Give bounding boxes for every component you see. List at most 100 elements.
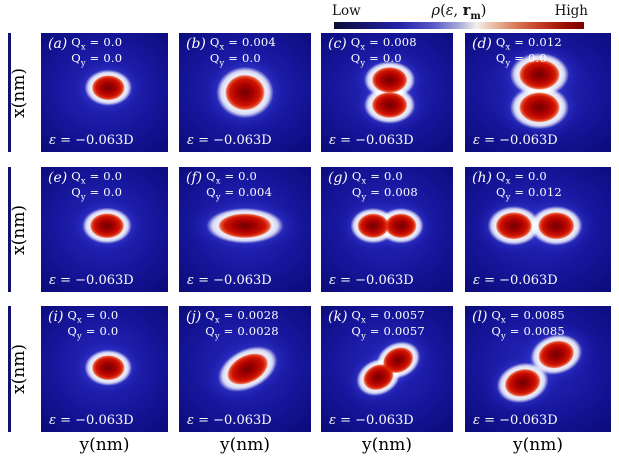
panel-header-k: (k) Qx = 0.0057 Qy = 0.0057 <box>328 308 425 341</box>
panel-letter: (a) <box>48 36 68 52</box>
density-heatmap <box>179 194 311 257</box>
q-values: Qx = 0.008 Qy = 0.0 <box>350 35 417 68</box>
epsilon-symbol: ε <box>445 3 454 19</box>
epsilon-value: ε = −0.063D <box>473 273 558 288</box>
panel-letter: (l) <box>472 309 488 325</box>
density-lobe <box>537 211 575 240</box>
q-line-x: Qx = 0.0028 <box>205 308 279 325</box>
q-values: Qx = 0.0057 Qy = 0.0057 <box>351 308 425 341</box>
epsilon-value: ε = −0.063D <box>329 413 414 428</box>
density-heatmap <box>468 191 602 260</box>
q-values: Qx = 0.0028 Qy = 0.0028 <box>205 308 279 341</box>
colorbar-gradient <box>334 22 584 29</box>
density-lobe <box>371 91 408 119</box>
heatmap-panel-h: (h) Qx = 0.0 Qy = 0.012 ε = −0.063D <box>465 167 611 292</box>
q-values: Qx = 0.0 Qy = 0.0 <box>71 169 123 202</box>
heatmap-panel-i: (i) Qx = 0.0 Qy = 0.0 ε = −0.063D <box>41 306 168 432</box>
heatmap-panel-k: (k) Qx = 0.0057 Qy = 0.0057 ε = −0.063D <box>321 306 453 432</box>
density-lobe <box>382 347 414 374</box>
panel-letter: (h) <box>472 170 492 186</box>
heatmap-panel-g: (g) Qx = 0.0 Qy = 0.008 ε = −0.063D <box>321 167 453 292</box>
panel-header-l: (l) Qx = 0.0085 Qy = 0.0085 <box>472 308 565 341</box>
x-axis-label-col-4: y(nm) <box>513 435 563 455</box>
figure-crop-edge <box>8 167 11 292</box>
q-line-y: Qy = 0.0028 <box>205 324 279 341</box>
q-line-x: Qx = 0.0 <box>206 169 258 186</box>
colorbar-title: ρ(ε, rm) <box>431 2 487 22</box>
density-lobe <box>226 353 269 385</box>
epsilon-value: ε = −0.063D <box>329 273 414 288</box>
density-lobe <box>91 355 125 381</box>
panel-header-i: (i) Qx = 0.0 Qy = 0.0 <box>48 308 119 341</box>
panel-letter: (g) <box>328 170 348 186</box>
figure-crop-edge <box>8 306 11 432</box>
density-lobe <box>504 368 541 398</box>
q-values: Qx = 0.012 Qy = 0.0 <box>495 35 562 68</box>
epsilon-value: ε = −0.063D <box>329 133 414 148</box>
q-values: Qx = 0.0 Qy = 0.0 <box>71 35 123 68</box>
density-heatmap <box>477 319 602 418</box>
heatmap-panel-l: (l) Qx = 0.0085 Qy = 0.0085 ε = −0.063D <box>465 306 611 432</box>
panel-header-j: (j) Qx = 0.0028 Qy = 0.0028 <box>186 308 279 341</box>
panel-header-f: (f) Qx = 0.0 Qy = 0.004 <box>186 169 272 202</box>
q-values: Qx = 0.0 Qy = 0.012 <box>496 169 562 202</box>
panel-letter: (k) <box>328 309 348 325</box>
density-lobe <box>384 213 417 239</box>
q-line-y: Qy = 0.0 <box>71 185 123 202</box>
q-line-x: Qx = 0.0 <box>351 169 403 186</box>
panel-letter: (d) <box>472 36 492 52</box>
epsilon-value: ε = −0.063D <box>49 133 134 148</box>
q-line-x: Qx = 0.0085 <box>491 308 565 325</box>
q-line-y: Qy = 0.0 <box>209 51 261 68</box>
density-lobe <box>224 74 266 111</box>
colorbar: Low ρ(ε, rm) High <box>332 2 588 29</box>
q-values: Qx = 0.0 Qy = 0.008 <box>351 169 418 202</box>
panel-letter: (i) <box>48 309 64 325</box>
heatmap-panel-j: (j) Qx = 0.0028 Qy = 0.0028 ε = −0.063D <box>179 306 311 432</box>
panel-letter: (e) <box>48 170 68 186</box>
rho-symbol: ρ <box>431 3 441 19</box>
q-line-x: Qx = 0.008 <box>350 35 417 52</box>
heatmap-panel-e: (e) Qx = 0.0 Qy = 0.0 ε = −0.063D <box>41 167 168 292</box>
density-heatmap <box>340 327 437 410</box>
q-line-y: Qy = 0.0 <box>67 324 119 341</box>
q-line-x: Qx = 0.012 <box>495 35 562 52</box>
density-lobe <box>91 75 125 101</box>
q-line-x: Qx = 0.0 <box>67 308 119 325</box>
q-line-y: Qy = 0.0085 <box>491 324 565 341</box>
density-heatmap <box>333 194 441 257</box>
colorbar-high-label: High <box>554 3 588 19</box>
density-lobe <box>89 213 125 239</box>
density-lobe <box>518 59 561 90</box>
epsilon-value: ε = −0.063D <box>49 273 134 288</box>
density-heatmap <box>195 47 295 138</box>
density-heatmap <box>196 329 299 409</box>
panel-header-e: (e) Qx = 0.0 Qy = 0.0 <box>48 169 123 202</box>
x-axis-label-col-2: y(nm) <box>220 435 270 455</box>
q-values: Qx = 0.0085 Qy = 0.0085 <box>491 308 565 341</box>
density-heatmap <box>64 194 150 258</box>
density-lobe <box>371 66 408 94</box>
panel-letter: (b) <box>186 36 206 52</box>
q-values: Qx = 0.0 Qy = 0.004 <box>206 169 272 202</box>
q-line-x: Qx = 0.004 <box>209 35 276 52</box>
density-heatmap <box>345 47 435 138</box>
panel-header-h: (h) Qx = 0.0 Qy = 0.012 <box>472 169 562 202</box>
panel-letter: (f) <box>186 170 203 186</box>
q-line-y: Qy = 0.0 <box>71 51 123 68</box>
density-lobe <box>495 211 533 240</box>
heatmap-panel-d: (d) Qx = 0.012 Qy = 0.0 ε = −0.063D <box>465 33 611 152</box>
density-lobe <box>363 364 394 391</box>
heatmap-panel-f: (f) Qx = 0.0 Qy = 0.004 ε = −0.063D <box>179 167 311 292</box>
q-line-y: Qy = 0.0 <box>350 51 402 68</box>
panel-header-d: (d) Qx = 0.012 Qy = 0.0 <box>472 35 562 68</box>
colorbar-low-label: Low <box>332 3 361 19</box>
epsilon-value: ε = −0.063D <box>49 413 134 428</box>
density-lobe <box>357 213 390 239</box>
q-line-x: Qx = 0.0057 <box>351 308 425 325</box>
panel-header-a: (a) Qx = 0.0 Qy = 0.0 <box>48 35 123 68</box>
density-heatmap <box>488 36 591 146</box>
q-line-x: Qx = 0.0 <box>71 35 123 52</box>
epsilon-value: ε = −0.063D <box>187 133 272 148</box>
